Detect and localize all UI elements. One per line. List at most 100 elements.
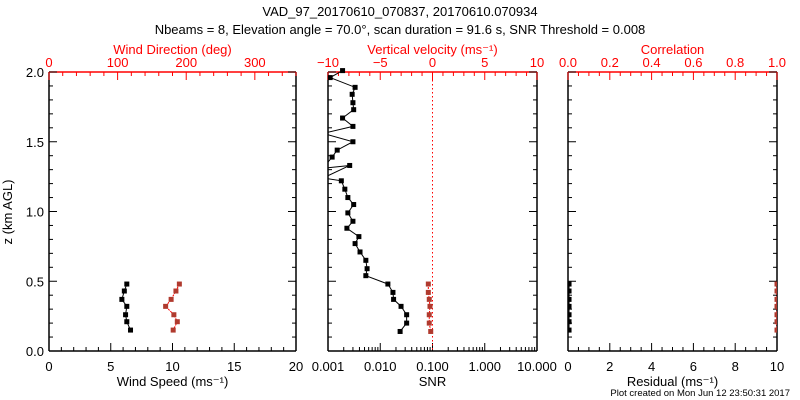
x-axis-label: SNR	[419, 374, 446, 389]
data-point	[328, 75, 333, 81]
y-tick-label: 0.5	[26, 274, 44, 289]
data-group	[119, 281, 182, 333]
data-point	[344, 225, 350, 231]
x2-axis-label: Vertical velocity (ms⁻¹)	[367, 42, 497, 57]
data-point	[568, 312, 572, 318]
data-point	[352, 84, 358, 90]
data-point	[385, 281, 391, 287]
y-tick-label: 2.0	[26, 65, 44, 80]
data-point	[163, 303, 169, 309]
data-point	[174, 319, 180, 325]
data-point	[176, 281, 182, 287]
x2-tick-label: 200	[175, 55, 197, 70]
data-point	[350, 218, 356, 224]
data-point	[568, 281, 572, 287]
data-point	[351, 107, 357, 113]
data-point	[774, 327, 777, 333]
x-tick-label: 6	[690, 359, 697, 374]
data-point	[124, 281, 130, 287]
x-tick-label: 20	[289, 359, 303, 374]
data-point	[350, 100, 356, 106]
plot-title: VAD_97_20170610_070837, 20170610.070934	[262, 4, 537, 19]
data-point	[426, 312, 432, 318]
data-point	[426, 296, 432, 302]
data-point	[391, 296, 397, 302]
data-point	[334, 147, 340, 153]
data-point	[349, 91, 355, 97]
x2-tick-label: 0.2	[601, 55, 619, 70]
x-tick-label: 0	[45, 359, 52, 374]
x2-tick-label: 0.6	[684, 55, 702, 70]
y-tick-label: 1.0	[26, 205, 44, 220]
data-group	[568, 281, 777, 333]
data-point	[173, 288, 179, 294]
data-point	[390, 289, 396, 295]
data-point	[345, 195, 351, 201]
x2-tick-label: 10	[530, 55, 544, 70]
data-point	[364, 266, 370, 272]
x2-tick-label: 300	[244, 55, 266, 70]
x-tick-label: 2	[606, 359, 613, 374]
x2-axis-label: Correlation	[641, 42, 705, 57]
x2-tick-label: 0.4	[643, 55, 661, 70]
data-point	[170, 327, 176, 333]
data-point	[128, 327, 134, 333]
y-tick-label: 1.5	[26, 135, 44, 150]
x2-tick-label: 0	[429, 55, 436, 70]
data-point	[363, 257, 369, 263]
data-point	[404, 320, 410, 326]
data-point	[398, 303, 404, 309]
data-point	[340, 115, 346, 121]
x-tick-label: 0.001	[312, 359, 345, 374]
x-tick-label: 1.000	[468, 359, 501, 374]
data-point	[397, 328, 403, 334]
data-point	[404, 312, 410, 318]
data-point	[351, 202, 357, 208]
data-point	[356, 234, 362, 240]
data-point	[774, 296, 777, 302]
x-tick-label: 0.100	[416, 359, 449, 374]
data-point	[347, 162, 353, 168]
x-tick-label: 10	[770, 359, 784, 374]
x2-tick-label: 0	[45, 55, 52, 70]
data-point	[352, 241, 358, 247]
data-point	[123, 312, 129, 318]
data-point	[426, 320, 432, 326]
x2-tick-label: −5	[373, 55, 388, 70]
x-tick-label: 8	[732, 359, 739, 374]
plot-footer: Plot created on Mon Jun 12 23:50:31 2017	[610, 388, 790, 399]
data-point	[774, 319, 777, 325]
data-group	[320, 68, 434, 351]
x-axis-label: Residual (ms⁻¹)	[627, 374, 718, 389]
plot-subtitle: Nbeams = 8, Elevation angle = 70.0°, sca…	[155, 22, 646, 37]
data-point	[320, 176, 325, 181]
x-tick-label: 0	[564, 359, 571, 374]
data-point	[119, 296, 125, 302]
data-point	[568, 303, 572, 309]
data-point	[568, 296, 572, 302]
data-point	[320, 131, 325, 136]
data-point	[350, 123, 356, 129]
data-point	[124, 303, 130, 309]
data-point	[124, 319, 130, 325]
data-point	[568, 319, 572, 325]
data-point	[363, 273, 369, 279]
data-point	[774, 312, 777, 318]
data-point	[340, 68, 346, 74]
x-axis-label: Wind Speed (ms⁻¹)	[117, 374, 229, 389]
x2-tick-label: 5	[481, 55, 488, 70]
x2-axis-label: Wind Direction (deg)	[113, 42, 232, 57]
data-point	[350, 139, 356, 145]
data-point	[568, 327, 572, 333]
data-point	[357, 249, 363, 255]
x-tick-label: 4	[648, 359, 655, 374]
data-point	[329, 154, 335, 160]
data-point	[345, 210, 351, 216]
data-point	[338, 178, 344, 184]
x-tick-label: 10.000	[517, 359, 557, 374]
x2-tick-label: 0.8	[726, 55, 744, 70]
data-point	[774, 281, 777, 287]
x-tick-label: 10	[165, 359, 179, 374]
x-tick-label: 5	[107, 359, 114, 374]
